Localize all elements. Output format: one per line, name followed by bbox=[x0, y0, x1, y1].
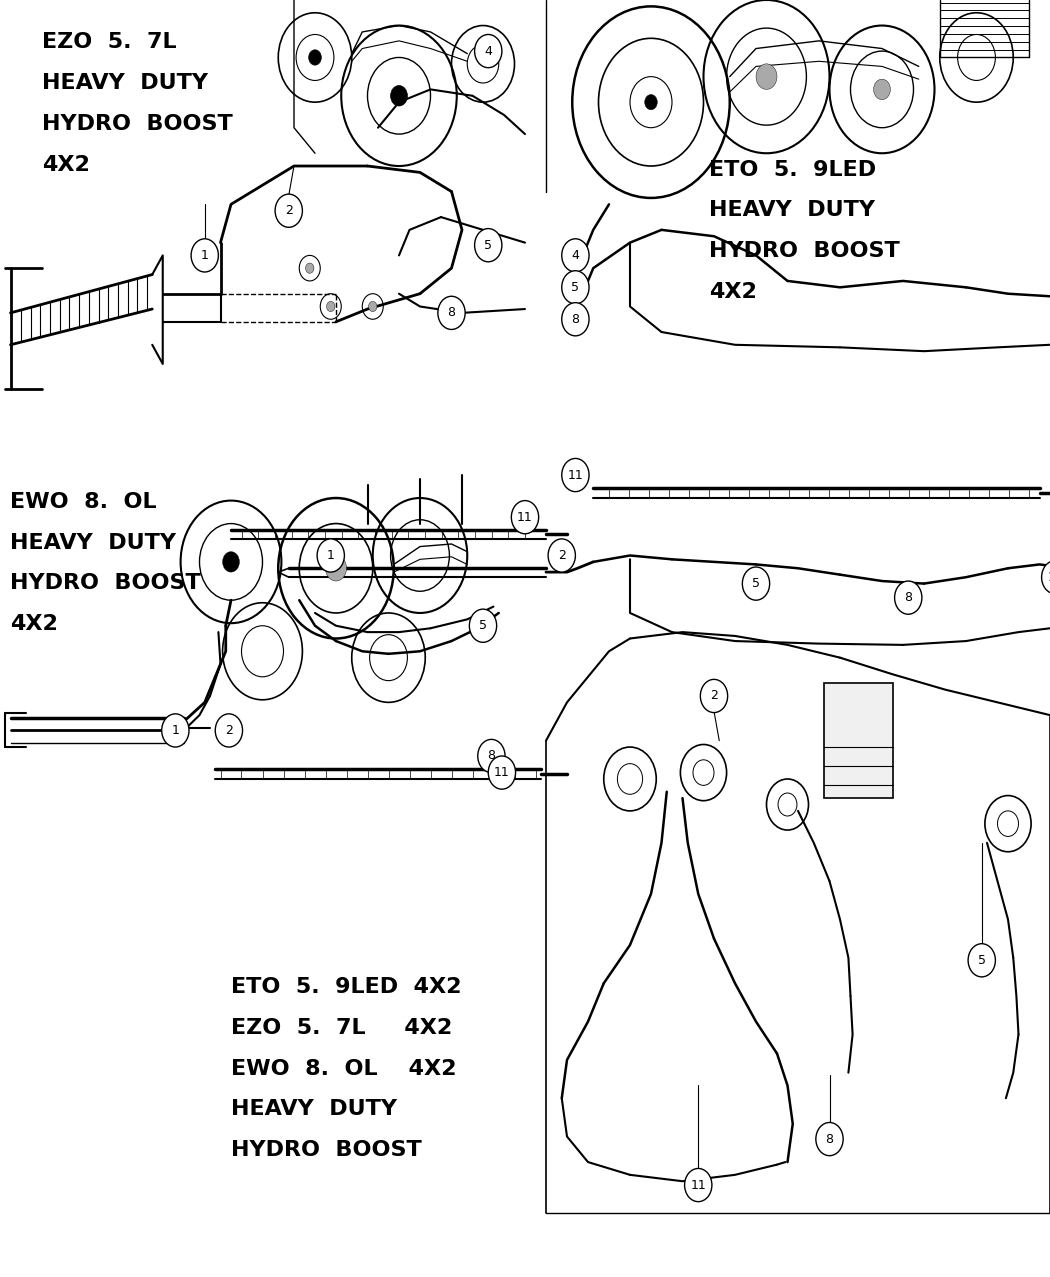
Circle shape bbox=[327, 301, 335, 312]
Circle shape bbox=[562, 271, 589, 304]
Text: 2: 2 bbox=[285, 204, 293, 217]
Circle shape bbox=[275, 194, 302, 227]
Circle shape bbox=[562, 303, 589, 336]
Circle shape bbox=[223, 552, 239, 572]
Text: 5: 5 bbox=[479, 619, 487, 632]
Circle shape bbox=[562, 239, 589, 272]
Text: HYDRO  BOOST: HYDRO BOOST bbox=[42, 114, 233, 134]
Circle shape bbox=[1042, 561, 1050, 594]
Circle shape bbox=[700, 679, 728, 713]
Circle shape bbox=[306, 263, 314, 273]
Text: EWO  8.  OL    4X2: EWO 8. OL 4X2 bbox=[231, 1059, 457, 1079]
Text: 4X2: 4X2 bbox=[709, 282, 757, 303]
Circle shape bbox=[317, 539, 344, 572]
Text: 5: 5 bbox=[484, 239, 492, 252]
Text: EZO  5.  7L     4X2: EZO 5. 7L 4X2 bbox=[231, 1018, 453, 1038]
Text: HEAVY  DUTY: HEAVY DUTY bbox=[10, 533, 176, 553]
Circle shape bbox=[438, 296, 465, 329]
Circle shape bbox=[309, 50, 321, 65]
Bar bbox=[824, 683, 892, 798]
Circle shape bbox=[475, 34, 502, 68]
Text: HYDRO  BOOST: HYDRO BOOST bbox=[231, 1140, 422, 1161]
Text: 1: 1 bbox=[327, 549, 335, 562]
Circle shape bbox=[162, 714, 189, 747]
Circle shape bbox=[968, 944, 995, 977]
Circle shape bbox=[685, 1168, 712, 1202]
Text: HEAVY  DUTY: HEAVY DUTY bbox=[42, 73, 208, 93]
Text: 4X2: 4X2 bbox=[10, 614, 59, 635]
Text: 5: 5 bbox=[571, 281, 580, 294]
Circle shape bbox=[488, 756, 516, 789]
Text: 1: 1 bbox=[201, 249, 209, 262]
Text: 8: 8 bbox=[571, 313, 580, 326]
Circle shape bbox=[369, 301, 377, 312]
Text: 2: 2 bbox=[225, 724, 233, 737]
Text: HYDRO  BOOST: HYDRO BOOST bbox=[10, 573, 202, 594]
Text: 2: 2 bbox=[710, 690, 718, 702]
Text: HYDRO  BOOST: HYDRO BOOST bbox=[709, 241, 900, 262]
Text: 4X2: 4X2 bbox=[42, 155, 90, 175]
Text: 1: 1 bbox=[171, 724, 180, 737]
Text: ETO  5.  9LED: ETO 5. 9LED bbox=[709, 160, 876, 180]
Circle shape bbox=[478, 739, 505, 773]
Circle shape bbox=[191, 239, 218, 272]
Circle shape bbox=[562, 458, 589, 492]
Text: 11: 11 bbox=[568, 469, 584, 481]
Text: 11: 11 bbox=[517, 511, 532, 524]
Text: 11: 11 bbox=[494, 766, 510, 779]
Text: 8: 8 bbox=[447, 306, 456, 319]
Text: EZO  5.  7L: EZO 5. 7L bbox=[42, 32, 176, 52]
Circle shape bbox=[326, 555, 346, 581]
Text: HEAVY  DUTY: HEAVY DUTY bbox=[231, 1099, 397, 1120]
Circle shape bbox=[742, 567, 770, 600]
Circle shape bbox=[645, 94, 657, 110]
Text: HEAVY  DUTY: HEAVY DUTY bbox=[709, 200, 875, 221]
Text: 5: 5 bbox=[752, 577, 760, 590]
Circle shape bbox=[548, 539, 575, 572]
Text: 8: 8 bbox=[825, 1133, 834, 1145]
Text: 4: 4 bbox=[571, 249, 580, 262]
Text: 11: 11 bbox=[691, 1179, 706, 1191]
Text: 5: 5 bbox=[978, 954, 986, 967]
Text: 8: 8 bbox=[487, 750, 496, 762]
Circle shape bbox=[215, 714, 243, 747]
Circle shape bbox=[895, 581, 922, 614]
Text: 2: 2 bbox=[558, 549, 566, 562]
Circle shape bbox=[816, 1122, 843, 1156]
Text: 8: 8 bbox=[904, 591, 912, 604]
Circle shape bbox=[874, 79, 890, 100]
Circle shape bbox=[475, 229, 502, 262]
Circle shape bbox=[391, 86, 407, 106]
Text: ETO  5.  9LED  4X2: ETO 5. 9LED 4X2 bbox=[231, 977, 462, 997]
Text: 4: 4 bbox=[484, 45, 492, 57]
Text: 11: 11 bbox=[1048, 571, 1050, 584]
Circle shape bbox=[511, 501, 539, 534]
Circle shape bbox=[469, 609, 497, 642]
Text: EWO  8.  OL: EWO 8. OL bbox=[10, 492, 157, 512]
Circle shape bbox=[756, 64, 777, 89]
